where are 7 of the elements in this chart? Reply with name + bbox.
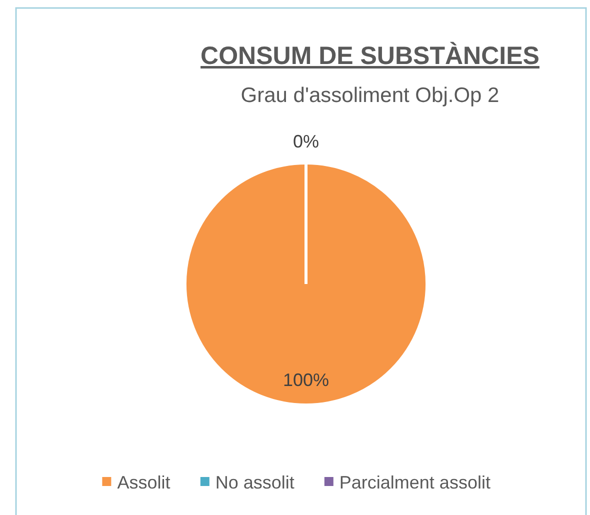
- legend-label: Assolit: [117, 472, 170, 492]
- data-label: 100%: [282, 370, 330, 390]
- chart-subtitle: Grau d'assoliment Obj.Op 2: [240, 84, 500, 107]
- chart-title: CONSUM DE SUBSTÀNCIES: [200, 41, 540, 70]
- text: 0%: [292, 131, 320, 152]
- legend-label: Parcialment assolit: [339, 472, 490, 492]
- legend-label: No assolit: [215, 472, 294, 492]
